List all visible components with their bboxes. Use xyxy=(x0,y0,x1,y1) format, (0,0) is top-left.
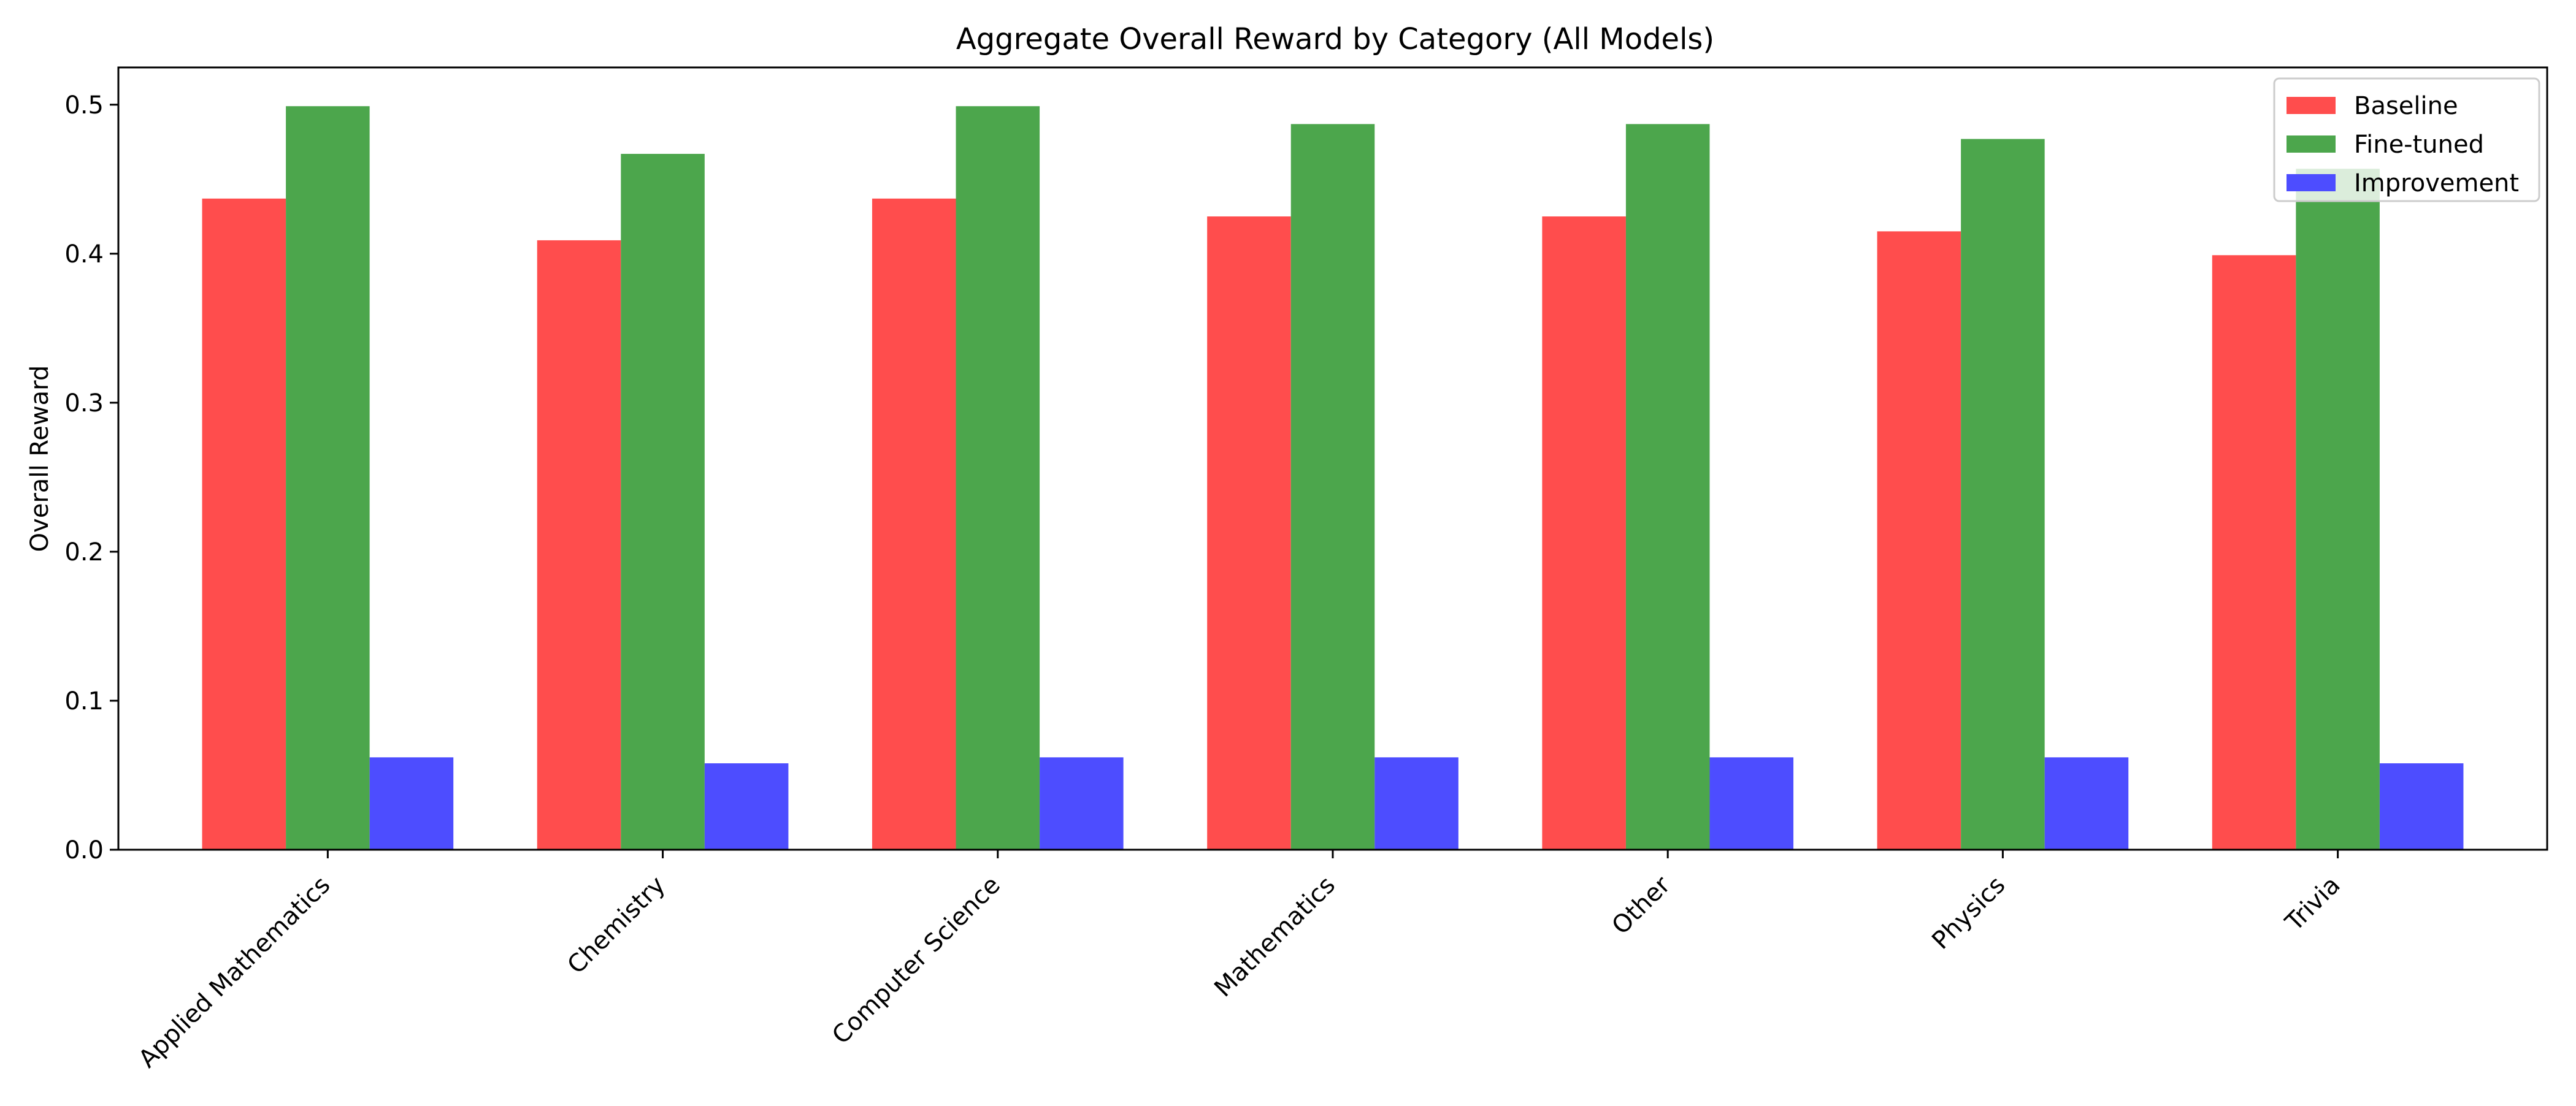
y-axis: 0.0 0.1 0.2 0.3 0.4 0.5 xyxy=(64,91,118,864)
bar xyxy=(872,198,956,850)
bar xyxy=(1709,757,1794,850)
y-tick-label: 0.1 xyxy=(64,687,104,715)
legend-swatch xyxy=(2287,135,2336,153)
bar xyxy=(2379,763,2464,850)
bar xyxy=(621,153,705,850)
y-tick-label: 0.2 xyxy=(64,538,104,566)
legend-box xyxy=(2273,77,2540,202)
bar xyxy=(1625,124,1710,850)
plot-frame xyxy=(117,66,2548,851)
bar xyxy=(286,106,370,850)
bar xyxy=(704,763,789,850)
legend-item: Baseline xyxy=(2287,92,2458,120)
legend: Baseline Fine-tuned Improvement xyxy=(2273,77,2540,202)
legend-label: Fine-tuned xyxy=(2354,131,2484,159)
bar xyxy=(1542,216,1626,850)
bars-layer xyxy=(202,106,2464,850)
y-tick-label: 0.4 xyxy=(64,240,104,269)
legend-swatch xyxy=(2287,97,2336,114)
bar xyxy=(369,757,454,850)
legend-item: Improvement xyxy=(2287,169,2519,197)
bar xyxy=(2044,757,2129,850)
bar xyxy=(1877,231,1961,850)
y-axis-label: Overall Reward xyxy=(26,365,54,552)
legend-label: Improvement xyxy=(2354,169,2519,197)
bar xyxy=(2296,169,2380,850)
legend-swatch xyxy=(2287,174,2336,191)
y-tick-label: 0.0 xyxy=(64,836,104,864)
legend-item: Fine-tuned xyxy=(2287,131,2484,159)
bar xyxy=(537,240,621,850)
series-baseline xyxy=(202,198,2296,850)
bar xyxy=(1207,216,1291,850)
bar xyxy=(1961,139,2045,850)
bar xyxy=(1040,757,1124,850)
bar xyxy=(1374,757,1459,850)
bar xyxy=(956,106,1040,850)
bar xyxy=(2212,255,2296,850)
bar xyxy=(1290,124,1375,850)
series-improvement xyxy=(369,757,2464,850)
legend-label: Baseline xyxy=(2354,92,2458,120)
series-fine-tuned xyxy=(286,106,2380,850)
y-tick-label: 0.5 xyxy=(64,91,104,120)
chart-title: Aggregate Overall Reward by Category (Al… xyxy=(956,22,1714,56)
y-tick-label: 0.3 xyxy=(64,389,104,418)
bar xyxy=(202,198,286,850)
